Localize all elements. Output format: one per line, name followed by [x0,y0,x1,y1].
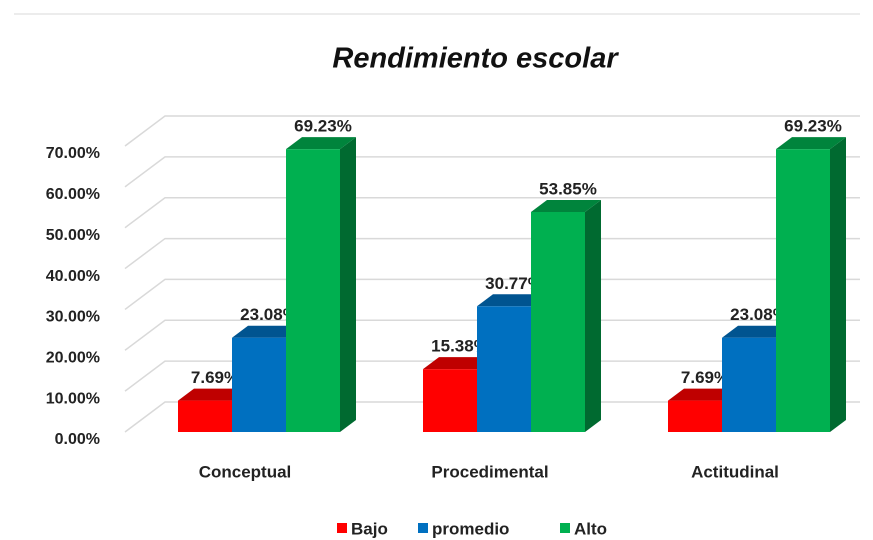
grid-line [124,237,860,270]
bar [722,337,776,432]
grid-line [124,401,860,433]
bar-side [585,199,601,432]
grid-line [124,156,860,188]
bar [286,149,340,432]
value-label: 69.23% [294,117,352,136]
y-tick-label: 30.00% [46,309,100,326]
bar-top [232,325,302,338]
legend-label: promedio [432,519,509,538]
bar-top [668,388,738,401]
legend-label: Alto [574,519,607,538]
value-label: 23.08% [240,305,298,324]
bar [423,369,477,432]
value-label: 69.23% [784,117,842,136]
bar [776,149,830,432]
grid-line [124,360,860,392]
bar-top [423,357,493,370]
y-tick-label: 0.00% [55,431,100,448]
x-tick-label: Conceptual [199,462,292,481]
bar-side [340,137,356,432]
bar [668,400,722,432]
bar-top [722,325,792,338]
bar-side [830,137,846,432]
value-label: 7.69% [681,368,729,387]
legend-swatch [560,523,570,533]
legend-label: Bajo [351,519,388,538]
y-tick-label: 60.00% [46,186,100,203]
grid-line [124,115,860,147]
bar-top [531,199,601,212]
bar [477,306,531,432]
y-tick-label: 40.00% [46,268,100,285]
value-label: 23.08% [730,305,788,324]
grid-line [124,196,860,229]
grid-line [124,319,860,351]
y-tick-label: 70.00% [46,145,100,162]
bar-top [776,137,846,150]
y-tick-label: 10.00% [46,390,100,407]
bar [178,400,232,432]
bar-top [286,137,356,150]
value-label: 53.85% [539,179,597,198]
bar [232,337,286,432]
y-tick-label: 20.00% [46,350,100,367]
x-tick-label: Actitudinal [691,462,779,481]
bar [531,211,585,432]
x-tick-label: Procedimental [431,462,548,481]
bar-top [178,388,248,401]
value-label: 30.77% [485,274,543,293]
legend-swatch [337,523,347,533]
value-label: 7.69% [191,368,239,387]
bar-top [477,294,547,307]
grid-line [124,278,860,311]
legend-swatch [418,523,428,533]
chart-title: Rendimiento escolar [332,43,619,75]
y-tick-label: 50.00% [46,227,100,244]
value-label: 15.38% [431,337,489,356]
